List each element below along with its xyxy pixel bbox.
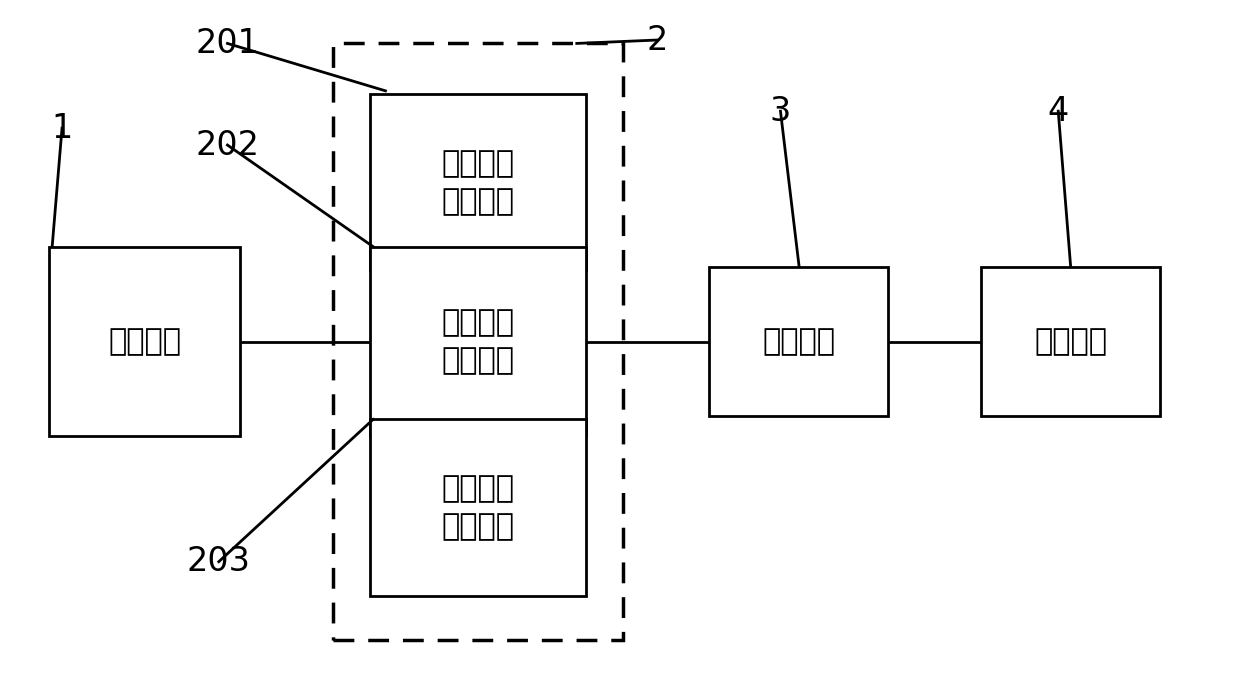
Bar [981,267,1161,416]
Bar [370,247,587,436]
Text: 空转模块: 空转模块 [108,327,181,356]
Text: 2: 2 [646,23,667,57]
Text: 1: 1 [51,111,73,145]
Text: 第一位置
获取模块: 第一位置 获取模块 [441,149,515,216]
Text: 反电动势
计算模块: 反电动势 计算模块 [441,308,515,375]
Text: 201: 201 [196,27,259,60]
Text: 203: 203 [187,545,250,579]
Text: 202: 202 [196,128,259,162]
Text: 第二位置
获取模块: 第二位置 获取模块 [441,474,515,541]
Bar [370,94,587,270]
Bar [334,44,622,639]
Text: 3: 3 [770,95,791,128]
Bar [370,419,587,596]
Bar [50,247,241,436]
Text: 4: 4 [1048,95,1069,128]
Bar [709,267,889,416]
Text: 计算模块: 计算模块 [763,327,836,356]
Text: 控制模块: 控制模块 [1034,327,1107,356]
